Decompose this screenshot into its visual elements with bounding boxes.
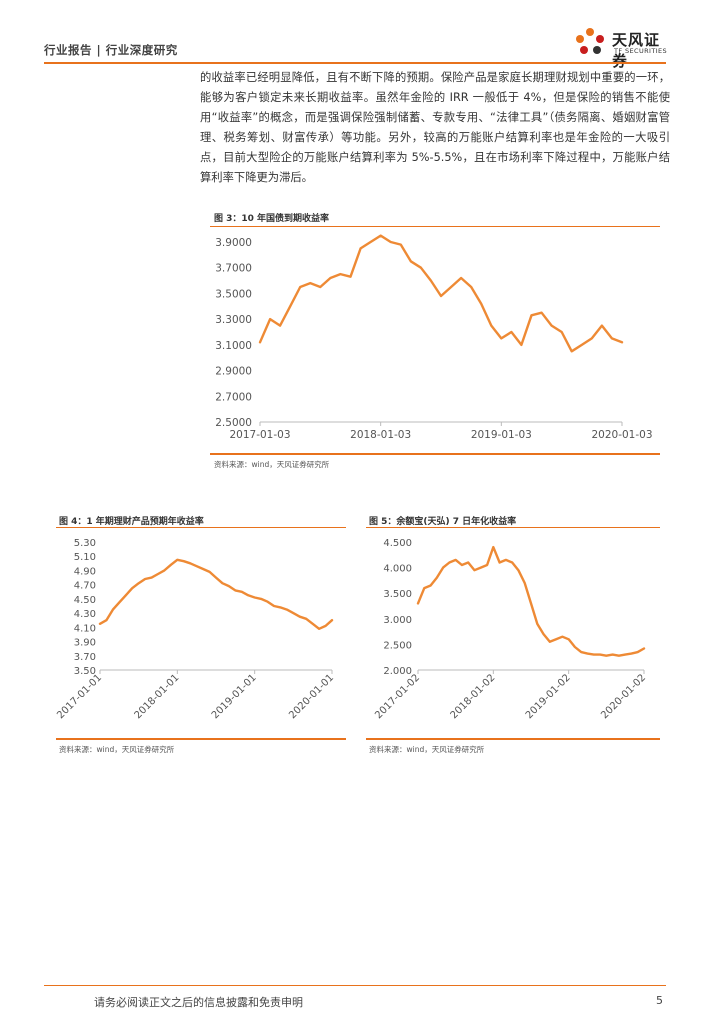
figure-4-bottom-rule	[56, 738, 346, 740]
header-rule	[44, 62, 666, 64]
x-tick-label: 2018-01-03	[350, 429, 411, 441]
series-line	[416, 545, 646, 657]
figure-3-source: 资料来源：wind，天风证券研究所	[214, 460, 330, 469]
y-tick-label: 3.5000	[215, 288, 252, 300]
y-tick-label: 3.500	[383, 589, 412, 600]
y-tick-label: 3.7000	[215, 263, 252, 275]
company-logo: 天风证券 TF SECURITIES	[570, 26, 670, 70]
x-tick-label: 2017-01-02	[373, 672, 422, 721]
body-paragraph: 的收益率已经明显降低，且有不断下降的预期。保险产品是家庭长期理财规划中重要的一环…	[200, 71, 670, 184]
y-tick-label: 2.500	[383, 640, 412, 651]
figure-3-bottom-rule	[210, 453, 660, 455]
header-section: 行业报告 | 行业深度研究	[44, 43, 178, 57]
x-tick-label: 2017-01-01	[56, 672, 104, 721]
x-tick-label: 2017-01-03	[229, 429, 290, 441]
y-tick-label: 4.500	[383, 538, 412, 549]
figure-5-source: 资料来源：wind，天风证券研究所	[369, 745, 485, 754]
x-tick-label: 2019-01-02	[524, 672, 573, 721]
y-tick-label: 3.90	[74, 638, 96, 649]
x-tick-label: 2020-01-03	[591, 429, 652, 441]
x-tick-label: 2020-01-02	[599, 672, 648, 721]
logo-mark-icon	[576, 28, 604, 54]
figure-5-chart: 4.500 4.000 3.500 3.000 2.500 2.0002017-01-02…	[373, 538, 648, 721]
page-number: 5	[656, 994, 663, 1007]
x-tick-label: 2019-01-03	[471, 429, 532, 441]
y-tick-label: 4.10	[74, 623, 96, 634]
x-tick-label: 2019-01-01	[210, 672, 259, 721]
figure-5-title: 图 5：余额宝(天弘) 7 日年化收益率	[369, 517, 517, 527]
figure-4-title: 图 4：1 年期理财产品预期年收益率	[59, 517, 204, 527]
y-tick-label: 4.000	[383, 564, 412, 575]
figure-5-bottom-rule	[366, 738, 660, 740]
figure-4-chart: 5.30 5.10 4.90 4.70 4.50 4.30 4.10 3.90 3.70 3.50…	[56, 538, 336, 721]
y-tick-label: 2.7000	[215, 391, 252, 403]
figure-3-top-rule	[210, 226, 660, 227]
series-line	[98, 558, 334, 631]
footer-rule	[44, 985, 666, 986]
y-tick-label: 4.90	[74, 566, 96, 577]
y-tick-label: 3.70	[74, 652, 96, 663]
y-tick-label: 5.10	[74, 552, 96, 563]
logo-english-name: TF SECURITIES	[614, 47, 668, 55]
y-tick-label: 2.000	[383, 666, 412, 677]
y-tick-label: 5.30	[74, 538, 96, 549]
x-tick-label: 2018-01-01	[133, 672, 182, 721]
y-tick-label: 4.30	[74, 609, 96, 620]
y-tick-label: 3.000	[383, 615, 412, 626]
x-tick-label: 2018-01-02	[449, 672, 498, 721]
y-tick-label: 3.9000	[215, 237, 252, 249]
y-tick-label: 3.3000	[215, 314, 252, 326]
figure-3-chart: 3.9000 3.7000 3.5000 3.3000 3.1000 2.9000 2.70…	[215, 234, 653, 441]
figure-4-source: 资料来源：wind，天风证券研究所	[59, 745, 175, 754]
figure-4-top-rule	[56, 527, 346, 528]
series-line	[258, 234, 624, 353]
y-tick-label: 2.9000	[215, 366, 252, 378]
y-tick-label: 3.50	[74, 666, 96, 677]
logo-chinese-name: 天风证券	[612, 31, 661, 70]
figure-3-title: 图 3：10 年国债到期收益率	[214, 214, 330, 224]
y-tick-label: 3.1000	[215, 340, 252, 352]
footer-disclaimer: 请务必阅读正文之后的信息披露和免责申明	[94, 996, 303, 1009]
figure-5-top-rule	[366, 527, 660, 528]
y-tick-label: 4.50	[74, 595, 96, 606]
x-tick-label: 2020-01-01	[287, 672, 336, 721]
y-tick-label: 2.5000	[215, 417, 252, 429]
y-tick-label: 4.70	[74, 581, 96, 592]
